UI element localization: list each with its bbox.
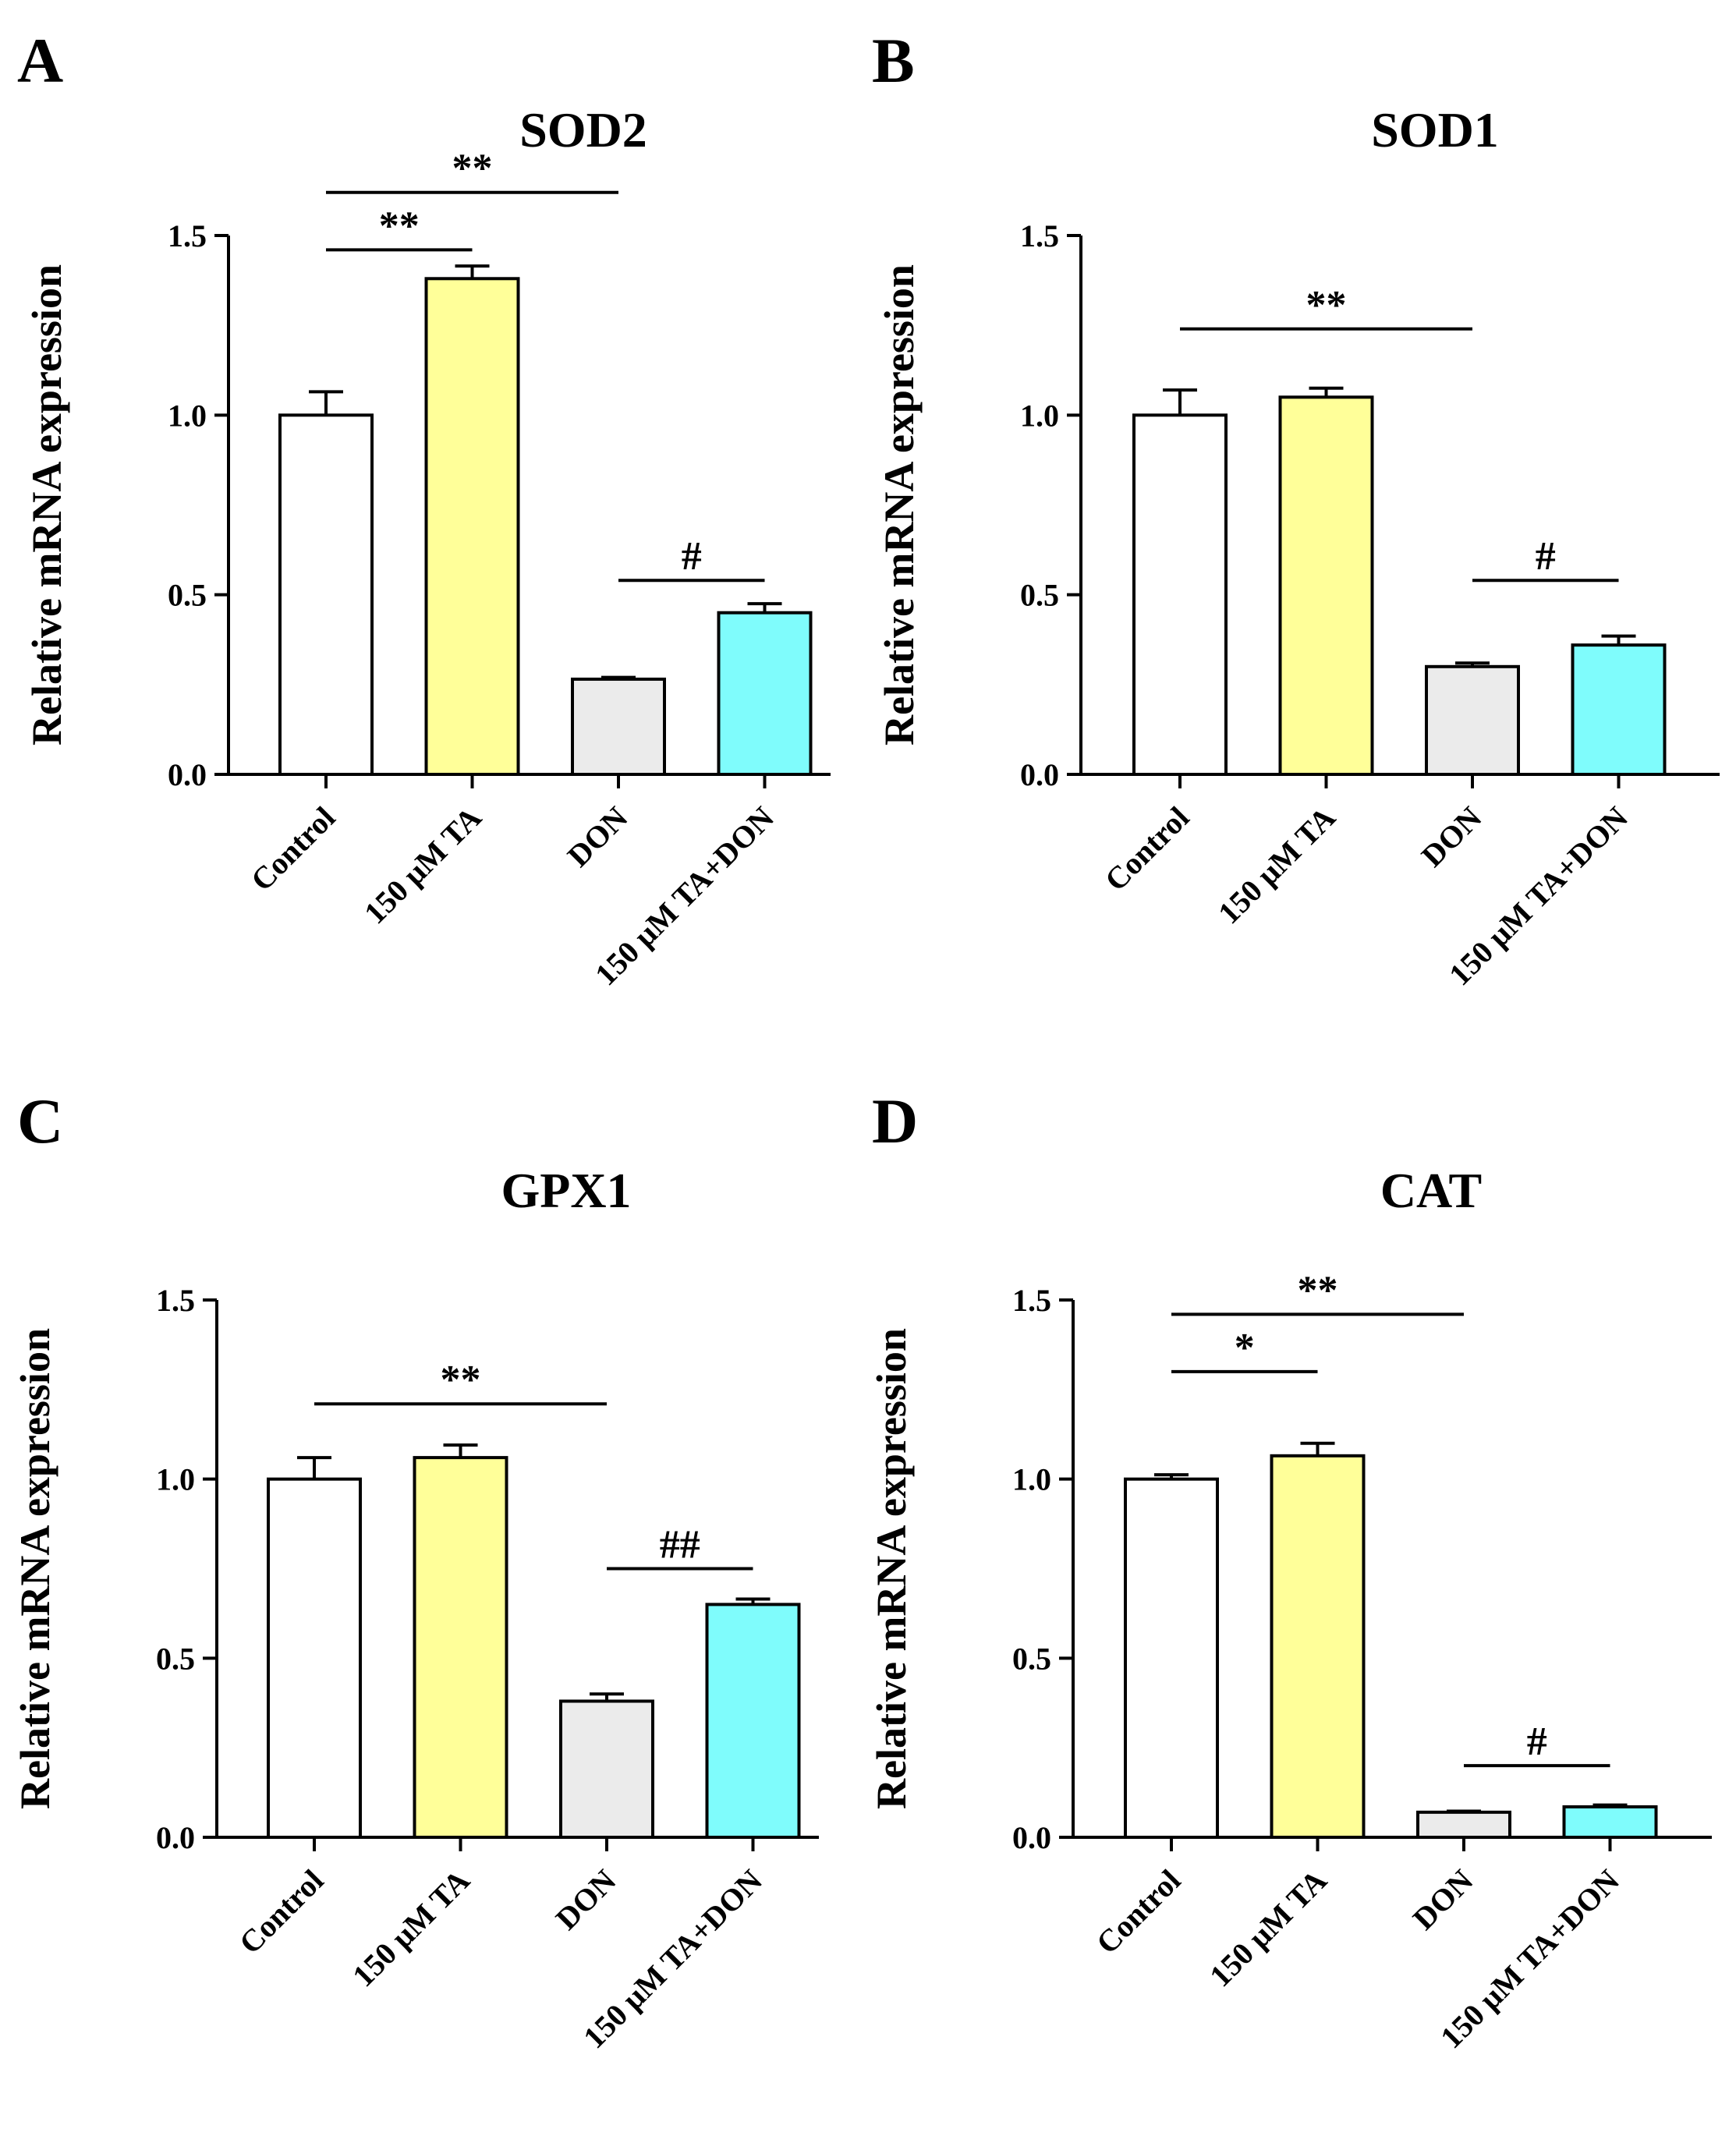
significance-label: ** [441,1358,481,1402]
panel-letter: A [17,25,63,96]
y-tick-label: 0.0 [168,757,207,792]
category-label: 150 μM TA [1203,1862,1334,1993]
y-tick-label: 1.0 [168,398,207,433]
bar [705,1603,801,1840]
bar [1124,1477,1219,1839]
y-tick-label: 0.5 [168,578,207,613]
category-label: 150 μM TA [357,799,488,930]
y-tick-label: 1.0 [1020,398,1059,433]
y-tick-label: 0.0 [156,1820,195,1855]
y-tick-label: 0.5 [156,1641,195,1676]
category-label: Control [232,1863,331,1961]
bar [413,1456,508,1840]
y-tick-label: 1.5 [168,218,207,253]
category-label: DON [549,1862,623,1936]
y-tick-label: 1.5 [1012,1283,1051,1318]
y-axis-label: Relative mRNA expression [23,264,70,746]
bar [1132,413,1228,776]
y-tick-label: 0.0 [1020,757,1059,792]
significance-label: ** [379,204,420,248]
bar [1278,395,1374,776]
category-label: 150 μM TA [1211,799,1342,930]
significance-label: ** [452,147,493,191]
significance-label: ** [1298,1268,1338,1312]
panel-a: A SOD2 Relative mRNA expression 0.0 0.5 1.0 1.… [17,25,831,992]
significance-label: ** [1306,283,1347,328]
chart-title: SOD1 [1371,102,1499,158]
y-axis-label: Relative mRNA expression [12,1328,58,1809]
chart-title: SOD2 [519,102,647,158]
bar [1562,1805,1658,1840]
panel-b: B SOD1 Relative mRNA expression 0.0 0.5 1.0 1.… [872,25,1720,992]
category-label: DON [1415,799,1489,873]
significance-label: ## [660,1523,700,1567]
panel-c: C GPX1 Relative mRNA expression 0.0 0.5 1.0 1.… [12,1086,819,2055]
y-tick-label: 0.5 [1020,578,1059,613]
bar [1571,643,1667,776]
bar [1416,1810,1511,1840]
significance-label: # [1536,534,1556,579]
category-label: 150 μM TA [345,1862,477,1993]
panel-letter: D [872,1086,918,1156]
y-axis-label: Relative mRNA expression [876,264,923,746]
bar [559,1699,654,1840]
category-label: DON [561,799,635,873]
category-label: DON [1406,1862,1480,1936]
y-tick-label: 1.0 [1012,1462,1051,1497]
y-axis-label: Relative mRNA expression [868,1328,915,1809]
chart-title: CAT [1380,1163,1482,1218]
chart-title: GPX1 [501,1163,631,1218]
bar [424,277,520,776]
bar [1425,664,1520,776]
y-tick-label: 1.5 [156,1283,195,1318]
category-label: Control [1089,1863,1188,1961]
bar [278,413,374,776]
panel-d: D CAT Relative mRNA expression 0.0 0.5 1.0 1.5… [868,1086,1712,2055]
y-tick-label: 0.0 [1012,1820,1051,1855]
significance-label: * [1235,1326,1255,1370]
bar [267,1477,362,1839]
significance-label: # [1527,1720,1547,1764]
y-tick-label: 0.5 [1012,1641,1051,1676]
bar [1270,1454,1366,1840]
y-tick-label: 1.0 [156,1462,195,1497]
bar [717,611,813,777]
panel-letter: B [872,25,915,96]
significance-label: # [682,534,702,579]
y-tick-label: 1.5 [1020,218,1059,253]
category-label: Control [1098,800,1196,898]
category-label: Control [244,800,342,898]
panel-letter: C [17,1086,63,1156]
bar [571,677,666,777]
